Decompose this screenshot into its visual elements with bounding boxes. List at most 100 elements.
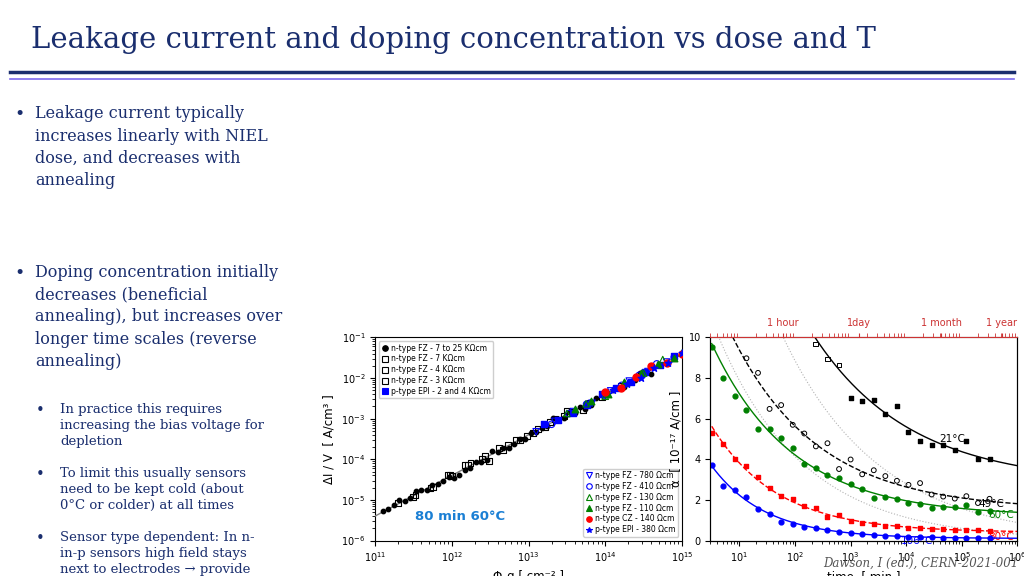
Point [878, 492, 894, 501]
Point [727, 330, 743, 339]
Text: Doping concentration initially
decreases (beneficial
annealing), but increases o: Doping concentration initially decreases… [35, 264, 283, 370]
Point [396, 497, 413, 506]
Point [579, 400, 595, 409]
Point [981, 526, 997, 535]
Point [666, 353, 682, 362]
Point [762, 424, 778, 433]
Point [566, 408, 583, 418]
Point [538, 422, 554, 431]
Text: Leakage current and doping concentration vs dose and T: Leakage current and doping concentration… [31, 26, 876, 54]
Y-axis label: ΔI / V  [ A/cm³ ]: ΔI / V [ A/cm³ ] [323, 394, 336, 484]
Point [654, 355, 671, 364]
Point [854, 518, 870, 528]
Point [610, 383, 627, 392]
Point [843, 529, 859, 538]
Point [658, 358, 675, 367]
Point [958, 436, 975, 445]
Point [534, 424, 550, 433]
Point [878, 410, 894, 419]
Point [889, 521, 905, 530]
Point [889, 532, 905, 541]
Point [727, 486, 743, 495]
Point [457, 461, 473, 470]
Point [413, 486, 429, 495]
Point [924, 441, 940, 450]
Point [981, 455, 997, 464]
Point [738, 354, 755, 363]
Point [571, 403, 588, 412]
Point [715, 439, 731, 449]
Point [865, 465, 882, 475]
Point [524, 428, 541, 437]
Point [612, 383, 629, 392]
Point [819, 354, 836, 363]
Point [547, 415, 563, 424]
Point [391, 495, 408, 505]
Point [460, 461, 476, 470]
Point [946, 533, 963, 542]
Point [429, 479, 445, 488]
Point [674, 348, 690, 358]
Point [597, 387, 613, 396]
Point [565, 407, 582, 416]
Point [649, 360, 666, 369]
Point [643, 369, 659, 378]
Point [638, 367, 654, 377]
Text: 49°C: 49°C [979, 499, 1005, 509]
Point [796, 460, 812, 469]
Point [900, 498, 916, 507]
Point [561, 407, 578, 416]
Point [651, 361, 668, 370]
Point [773, 518, 790, 527]
Point [935, 525, 951, 534]
Point [574, 405, 591, 414]
Point [594, 390, 610, 399]
Point [784, 264, 801, 273]
Point [984, 563, 1000, 573]
Point [442, 471, 459, 480]
Point [501, 444, 517, 453]
Point [924, 503, 940, 512]
Point [512, 435, 528, 444]
Point [911, 523, 928, 532]
Point [808, 442, 824, 451]
Point [715, 314, 731, 323]
Point [602, 386, 618, 396]
Point [539, 422, 555, 431]
Point [582, 398, 598, 407]
Point [408, 491, 424, 500]
Point [594, 390, 610, 399]
Point [924, 533, 940, 542]
Point [738, 192, 755, 202]
Text: •: • [14, 264, 25, 282]
Point [380, 505, 396, 514]
Text: •: • [14, 105, 25, 123]
Point [830, 510, 847, 520]
Point [762, 252, 778, 262]
Text: Leakage current typically
increases linearly with NIEL
dose, and decreases with
: Leakage current typically increases line… [35, 105, 268, 189]
Point [796, 429, 812, 438]
Point [484, 446, 501, 456]
Point [865, 494, 882, 503]
Point [402, 494, 419, 503]
Point [435, 476, 452, 486]
Point [635, 369, 651, 378]
Point [566, 404, 583, 414]
Point [463, 458, 479, 468]
Text: •: • [35, 467, 44, 482]
Point [773, 400, 790, 410]
Point [924, 490, 940, 499]
Point [473, 457, 489, 467]
Point [564, 408, 581, 418]
Point [946, 446, 963, 455]
Point [631, 371, 647, 380]
Point [390, 499, 407, 508]
Point [854, 469, 870, 479]
Point [703, 460, 720, 469]
Point [715, 373, 731, 382]
Point [946, 502, 963, 511]
Point [580, 400, 596, 409]
Point [422, 483, 438, 492]
Point [900, 523, 916, 532]
Point [935, 502, 951, 511]
